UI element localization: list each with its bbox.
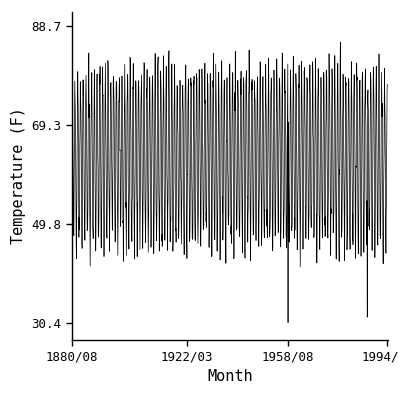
X-axis label: Month: Month (207, 369, 253, 384)
Y-axis label: Temperature (F): Temperature (F) (11, 108, 26, 244)
